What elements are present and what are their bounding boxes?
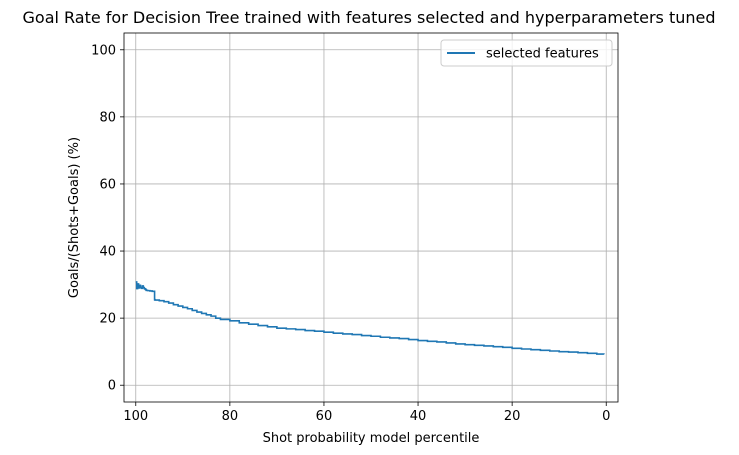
grid-lines (124, 33, 618, 402)
series-layer (135, 281, 605, 355)
y-axis-label: Goals/(Shots+Goals) (%) (67, 137, 82, 298)
x-tick-label: 60 (316, 409, 333, 424)
x-tick-label: 20 (504, 409, 521, 424)
x-tick-label: 80 (222, 409, 239, 424)
legend-label-selected-features: selected features (486, 47, 599, 62)
legend-box (440, 39, 613, 67)
plot-area-frame (123, 32, 619, 403)
x-tick-label: 100 (123, 409, 148, 424)
x-tick-label: 0 (602, 409, 610, 424)
series-line-1 (135, 281, 605, 355)
y-tick-label: 40 (99, 245, 116, 260)
y-tick-label: 0 (108, 379, 116, 394)
chart-title: Goal Rate for Decision Tree trained with… (23, 8, 716, 27)
legend: selected features (440, 39, 613, 67)
y-tick-label: 100 (91, 43, 116, 58)
x-axis-ticks: 100 80 60 40 20 0 (123, 402, 610, 424)
y-tick-label: 20 (99, 312, 116, 327)
x-tick-label: 40 (410, 409, 427, 424)
y-axis-ticks: 0 20 40 60 80 100 (91, 43, 124, 394)
y-tick-label: 80 (99, 110, 116, 125)
y-tick-label: 60 (99, 177, 116, 192)
x-axis-label: Shot probability model percentile (263, 431, 480, 446)
